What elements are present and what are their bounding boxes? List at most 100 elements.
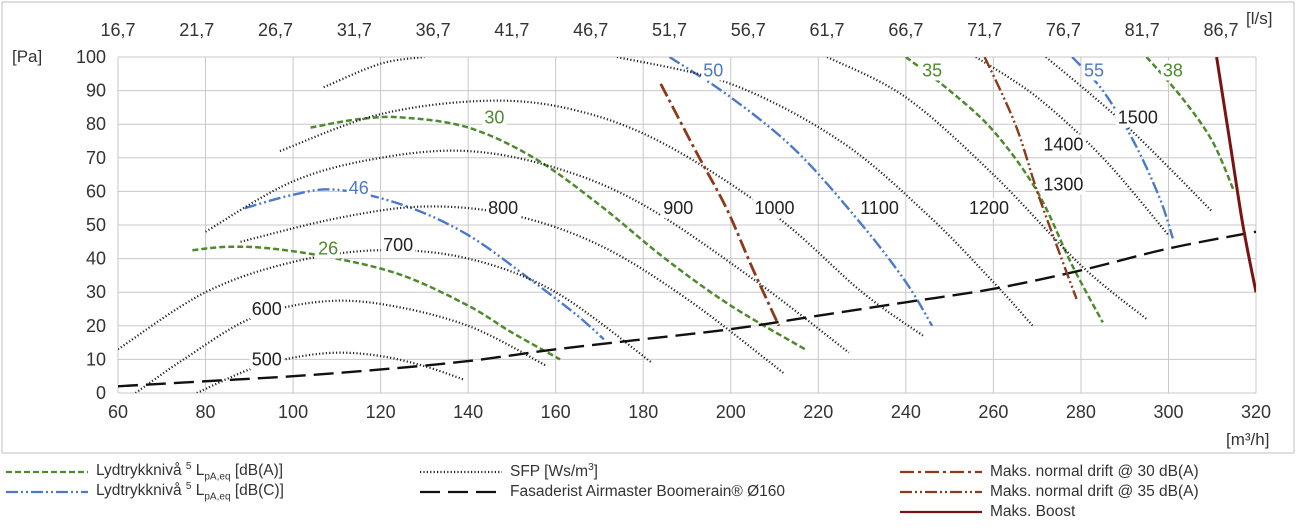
curve-label-backdrop xyxy=(966,198,1012,219)
legend-text: Lydtrykknivå xyxy=(96,462,186,480)
legend-label: Maks. normal drift @ 30 dB(A) xyxy=(990,463,1199,481)
series-line-sfp xyxy=(118,249,653,364)
y-tick-label: 60 xyxy=(86,181,106,201)
x2-tick-label: 66,7 xyxy=(888,20,923,40)
x2-tick-label: 61,7 xyxy=(810,20,845,40)
legend-swatch xyxy=(900,470,982,474)
x2-tick-label: 51,7 xyxy=(652,20,687,40)
legend-text: ] xyxy=(593,463,598,481)
legend-text: Maks. normal drift @ 35 dB(A) xyxy=(990,483,1199,500)
legend-swatch xyxy=(6,490,88,494)
x-tick-label: 280 xyxy=(1066,402,1096,422)
legend-item: Maks. Boost xyxy=(900,502,1075,522)
x-tick-label: 220 xyxy=(803,402,833,422)
curve-label-backdrop xyxy=(1082,60,1107,81)
legend-swatch xyxy=(420,470,502,474)
x-tick-label: 260 xyxy=(978,402,1008,422)
x-tick-label: 80 xyxy=(196,402,216,422)
x-tick-label: 120 xyxy=(366,402,396,422)
x2-tick-label: 71,7 xyxy=(967,20,1002,40)
curve-label-backdrop xyxy=(381,235,416,256)
legend-swatch xyxy=(420,490,502,494)
x-tick-label: 200 xyxy=(716,402,746,422)
y-tick-label: 30 xyxy=(86,282,106,302)
x2-axis-label: [l/s] xyxy=(1246,9,1272,28)
legend-label: Maks. Boost xyxy=(990,503,1075,521)
curve-label-backdrop xyxy=(858,198,901,219)
curve-label-backdrop xyxy=(249,299,284,319)
series-line-lydtrykkniva-a xyxy=(310,115,806,351)
legend-sup: 5 xyxy=(185,481,192,493)
legend-item: Fasaderist Airmaster Boomerain® Ø160 xyxy=(420,482,785,502)
curve-label-backdrop xyxy=(1160,60,1185,81)
curve-label-backdrop xyxy=(661,198,696,219)
series-line-sfp xyxy=(134,299,548,393)
legend: Lydtrykknivå 5 LpA,eq [dB(A)] Lydtrykkniv… xyxy=(0,458,1296,531)
curve-label-backdrop xyxy=(701,60,726,81)
curve-labels: 26 30 35 38 46 50 55 500 600 700 800 900 1000 1100 120… xyxy=(249,60,1185,370)
series-line-sfp xyxy=(1045,57,1214,213)
series-line-sfp xyxy=(279,99,924,337)
y-tick-label: 20 xyxy=(86,316,106,336)
curve-label-backdrop xyxy=(1115,107,1160,128)
x2-tick-label: 41,7 xyxy=(494,20,529,40)
curve-label-backdrop xyxy=(482,107,507,128)
curve-label: 26 xyxy=(318,239,338,259)
legend-text: Lydtrykknivå xyxy=(96,482,186,500)
series-line-maks-normal-30 xyxy=(659,83,781,327)
y-tick-label: 100 xyxy=(76,47,106,67)
x2-tick-label: 36,7 xyxy=(416,20,451,40)
curve-label: 900 xyxy=(663,198,693,218)
curve-label-backdrop xyxy=(920,60,945,81)
series-line-sfp xyxy=(323,57,425,89)
curve-label-backdrop xyxy=(1041,174,1086,195)
fan-performance-chart: 60 80 100 120 140 160 180 200 220 240 260 280 300 320… xyxy=(1,1,1295,454)
x-tick-label: 180 xyxy=(628,402,658,422)
curve-label-backdrop xyxy=(1041,134,1086,155)
curve-label-backdrop xyxy=(486,198,521,219)
curve-label: 30 xyxy=(484,107,504,127)
series-line-sfp xyxy=(240,205,784,374)
x2-tick-label: 56,7 xyxy=(731,20,766,40)
x2-tick-label: 16,7 xyxy=(100,20,135,40)
y-tick-label: 80 xyxy=(86,114,106,134)
legend-swatch xyxy=(6,470,88,474)
legend-sup: 5 xyxy=(185,461,192,473)
x-tick-label: 160 xyxy=(541,402,571,422)
legend-label: Maks. normal drift @ 35 dB(A) xyxy=(990,483,1199,501)
y-tick-label: 90 xyxy=(86,81,106,101)
series-line-sfp xyxy=(826,57,1148,320)
y-tick-label: 50 xyxy=(86,215,106,235)
x2-tick-label: 31,7 xyxy=(337,20,372,40)
curve-label-backdrop xyxy=(249,349,284,370)
grid xyxy=(117,56,1257,394)
x-tick-label: 240 xyxy=(891,402,921,422)
series-line-lydtrykkniva-c xyxy=(668,57,934,327)
curve-label: 1200 xyxy=(969,198,1009,218)
x2-tick-label: 26,7 xyxy=(258,20,293,40)
legend-text: SFP [Ws/m xyxy=(510,463,589,481)
series-line-maks-boost xyxy=(1215,57,1256,293)
x2-tick-label: 86,7 xyxy=(1203,20,1238,40)
curve-label: 46 xyxy=(349,178,369,198)
curve-label-backdrop xyxy=(316,238,341,259)
series-line-lydtrykkniva-c xyxy=(244,188,605,341)
y-tick-label: 70 xyxy=(86,148,106,168)
legend-item: Maks. normal drift @ 35 dB(A) xyxy=(900,482,1199,502)
curve-label: 1100 xyxy=(860,198,899,218)
legend-item: Maks. normal drift @ 30 dB(A) xyxy=(900,462,1199,482)
curve-label: 1000 xyxy=(755,198,795,218)
y-tick-label: 10 xyxy=(86,349,106,369)
x2-tick-label: 76,7 xyxy=(1046,20,1081,40)
curve-label: 1300 xyxy=(1043,175,1083,195)
tick-labels: 60 80 100 120 140 160 180 200 220 240 260 280 300 320… xyxy=(76,20,1271,422)
legend-text: L xyxy=(191,482,205,500)
y-axis-label: [Pa] xyxy=(12,47,42,66)
curve-label-backdrop xyxy=(752,198,797,219)
x2-tick-label: 81,7 xyxy=(1125,20,1160,40)
legend-sup: 3 xyxy=(588,462,594,474)
legend-swatch xyxy=(900,490,982,494)
series-line-fasaderist xyxy=(118,230,1256,388)
legend-text: Maks. Boost xyxy=(990,503,1076,520)
series-line-sfp xyxy=(196,351,465,393)
